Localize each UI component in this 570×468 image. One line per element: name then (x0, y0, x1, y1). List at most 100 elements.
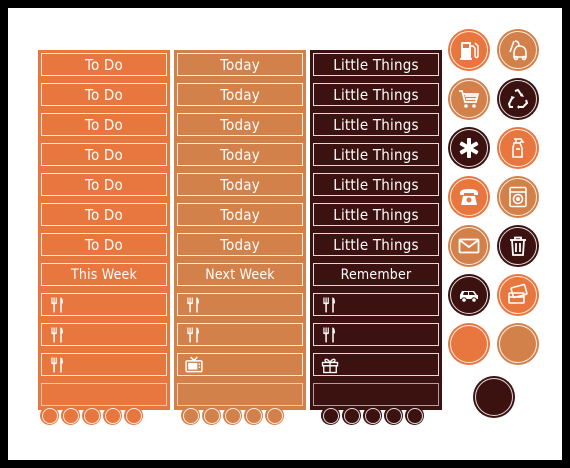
dot-sticker-tan (223, 406, 242, 425)
recycle-circle-sticker (497, 78, 539, 120)
sticker-label-box: Little Things (313, 83, 439, 106)
dot-border (83, 407, 100, 424)
circle-border (450, 178, 488, 216)
sticker-row (174, 380, 306, 410)
washing-machine-circle-sticker (497, 176, 539, 218)
dot-border (41, 407, 58, 424)
sticker-text: Today (220, 175, 260, 194)
sticker-label-box (41, 323, 167, 346)
sticker-label-box (41, 383, 167, 406)
circle-border (499, 31, 537, 69)
circle-border (499, 129, 537, 167)
sticker-text: To Do (85, 55, 123, 74)
dot-border (266, 407, 283, 424)
dot-sticker-orange (82, 406, 101, 425)
sticker-text: Today (220, 235, 260, 254)
dot-sticker-tan (181, 406, 200, 425)
sticker-row: Little Things (310, 200, 442, 230)
sticker-label-box: Little Things (313, 143, 439, 166)
circle-border (499, 178, 537, 216)
sticker-row: To Do (38, 170, 170, 200)
sticker-row: Next Week (174, 260, 306, 290)
sticker-label-box: To Do (41, 143, 167, 166)
sticker-row: Little Things (310, 140, 442, 170)
fork-knife-icon (48, 295, 68, 315)
sticker-row: Today (174, 140, 306, 170)
sticker-row: To Do (38, 200, 170, 230)
sticker-row (310, 350, 442, 380)
sticker-text: To Do (85, 235, 123, 254)
sticker-row: To Do (38, 50, 170, 80)
circle-border (450, 129, 488, 167)
envelope-circle-sticker (448, 225, 490, 267)
sticker-row: To Do (38, 80, 170, 110)
sticker-label-box: Little Things (313, 173, 439, 196)
sticker-row (310, 320, 442, 350)
sticker-row: To Do (38, 140, 170, 170)
sticker-label-box: Remember (313, 263, 439, 286)
sticker-row (174, 350, 306, 380)
dot-sticker-brown (405, 406, 424, 425)
sticker-row: Today (174, 110, 306, 140)
sticker-text: Today (220, 145, 260, 164)
dot-border (125, 407, 142, 424)
sticker-row (174, 290, 306, 320)
sticker-text: Little Things (333, 115, 419, 134)
dot-sticker-orange (61, 406, 80, 425)
dot-border (364, 407, 381, 424)
fork-knife-icon (320, 295, 340, 315)
sticker-row: Today (174, 230, 306, 260)
dot-border (343, 407, 360, 424)
sticker-row: Today (174, 50, 306, 80)
dot-sticker-tan (265, 406, 284, 425)
dot-sticker-tan (202, 406, 221, 425)
sticker-row (310, 290, 442, 320)
car-circle-sticker (448, 274, 490, 316)
sticker-label-box: Next Week (177, 263, 303, 286)
sticker-label-box (41, 293, 167, 316)
sticker-row: Little Things (310, 230, 442, 260)
tv-icon (184, 355, 204, 375)
circle-border (499, 227, 537, 265)
sticker-label-box (313, 383, 439, 406)
circle-border (450, 276, 488, 314)
sticker-label-box: Today (177, 53, 303, 76)
sticker-label-box: To Do (41, 113, 167, 136)
gift-icon (320, 355, 340, 375)
circle-border (474, 378, 513, 416)
sticker-row: Little Things (310, 170, 442, 200)
sticker-column-brown: Little Things Little Things Little Things L… (310, 50, 442, 410)
sticker-column-orange: To Do To Do To Do To Do To Do To Do To Do This … (38, 50, 170, 410)
sticker-text: Little Things (333, 205, 419, 224)
dot-border (203, 407, 220, 424)
blank-circle-sticker (472, 376, 515, 418)
sticker-label-box: Today (177, 143, 303, 166)
sticker-label-box: Today (177, 173, 303, 196)
dot-sticker-tan (244, 406, 263, 425)
dot-border (322, 407, 339, 424)
sticker-column-tan: Today Today Today Today Today Today Today Next … (174, 50, 306, 410)
sticker-text: To Do (85, 115, 123, 134)
sticker-text: Next Week (205, 266, 275, 283)
dot-border (406, 407, 423, 424)
blank-circle-sticker (497, 323, 539, 365)
sticker-label-box: To Do (41, 53, 167, 76)
sticker-label-box (177, 383, 303, 406)
sticker-row (174, 320, 306, 350)
spray-bottle-circle-sticker (497, 127, 539, 169)
sticker-text: Little Things (333, 235, 419, 254)
sticker-sheet: To Do To Do To Do To Do To Do To Do To Do This … (8, 8, 562, 460)
fork-knife-icon (184, 295, 204, 315)
medical-star-circle-sticker (448, 127, 490, 169)
sticker-label-box (313, 293, 439, 316)
sticker-row: Today (174, 80, 306, 110)
sticker-row: Little Things (310, 110, 442, 140)
sticker-text: Today (220, 115, 260, 134)
sticker-text: Remember (340, 266, 412, 283)
sticker-label-box: To Do (41, 233, 167, 256)
sticker-text: Little Things (333, 85, 419, 104)
sticker-label-box: To Do (41, 83, 167, 106)
circle-border (450, 227, 488, 265)
sticker-label-box: Today (177, 233, 303, 256)
dot-sticker-brown (384, 406, 403, 425)
